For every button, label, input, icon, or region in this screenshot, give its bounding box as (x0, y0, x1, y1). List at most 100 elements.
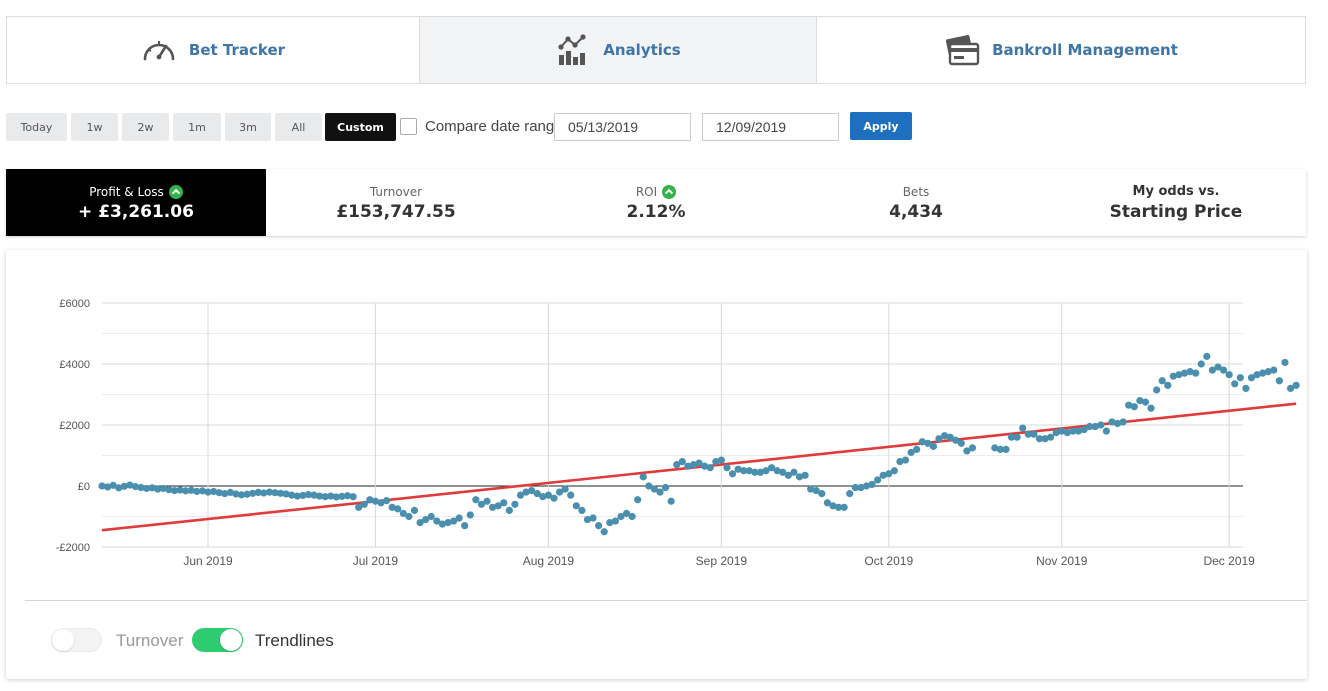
trendlines-toggle-label: Trendlines (255, 631, 334, 650)
range-1m-button[interactable]: 1m (173, 113, 221, 141)
data-point (260, 489, 268, 497)
range-1w-button[interactable]: 1w (71, 113, 118, 141)
data-point (148, 484, 156, 492)
data-point (500, 499, 508, 507)
tab-analytics[interactable]: Analytics (419, 17, 816, 83)
data-point (790, 468, 798, 476)
wallet-cards-icon (946, 35, 980, 66)
data-point (544, 491, 553, 499)
data-point (628, 512, 636, 521)
data-point (611, 517, 619, 525)
data-point (310, 491, 318, 499)
data-point (1219, 366, 1228, 374)
data-point (801, 471, 809, 479)
data-point (968, 444, 977, 452)
stat-profit-loss[interactable]: Profit & Loss + £3,261.06 (6, 169, 266, 236)
data-point (890, 467, 898, 475)
turnover-toggle[interactable] (51, 628, 102, 652)
y-tick-label: £0 (78, 481, 90, 493)
data-point (913, 445, 921, 453)
range-3m-button[interactable]: 3m (225, 113, 271, 141)
data-point (377, 499, 385, 507)
range-custom-button[interactable]: Custom (325, 113, 396, 141)
x-tick-label: Oct 2019 (864, 554, 913, 568)
data-point (1102, 427, 1110, 435)
data-point (1236, 374, 1244, 382)
data-point (154, 485, 162, 493)
data-point (1013, 433, 1021, 441)
data-point (1108, 418, 1116, 426)
data-point (795, 473, 804, 481)
compare-date-checkbox[interactable] (400, 118, 417, 135)
data-point (1130, 403, 1138, 411)
data-point (193, 487, 201, 496)
data-point (522, 488, 530, 496)
range-today-button[interactable]: Today (6, 113, 67, 141)
data-point (483, 497, 491, 505)
data-point (1147, 404, 1155, 412)
up-arrow-icon (662, 184, 677, 199)
data-point (137, 483, 145, 492)
apply-button[interactable]: Apply (850, 112, 912, 140)
data-point (405, 512, 413, 521)
toggle-knob (220, 629, 242, 651)
data-point (1002, 445, 1010, 453)
data-point (1007, 433, 1016, 441)
data-point (505, 506, 513, 514)
data-point (1136, 397, 1144, 405)
data-point (210, 487, 218, 496)
data-point (182, 487, 190, 495)
tab-bet-tracker[interactable]: Bet Tracker (7, 17, 419, 83)
profit-chart: Jun 2019 Jul 2019 Aug 2019 Sep 2019 Oct 2019… (56, 298, 1300, 568)
data-point (678, 458, 686, 466)
data-point (410, 506, 419, 514)
data-point (622, 509, 631, 518)
data-point (159, 484, 167, 493)
data-point (1019, 424, 1027, 432)
data-point (355, 503, 363, 511)
data-point (1058, 427, 1066, 435)
data-point (204, 488, 212, 496)
range-2w-button[interactable]: 2w (122, 113, 169, 141)
analytics-icon (558, 34, 586, 65)
data-point (840, 503, 848, 511)
data-point (232, 490, 240, 498)
data-point (1270, 366, 1278, 374)
data-point (477, 500, 486, 508)
stat-odds[interactable]: My odds vs. Starting Price (1046, 169, 1306, 236)
start-date-input[interactable] (554, 113, 691, 141)
data-point (221, 490, 229, 498)
data-point (1125, 401, 1133, 409)
data-point (846, 490, 854, 498)
chart-panel: Jun 2019 Jul 2019 Aug 2019 Sep 2019 Oct 2019… (6, 250, 1307, 679)
data-point (589, 514, 597, 522)
tab-analytics-label: Analytics (603, 41, 681, 59)
stat-turnover[interactable]: Turnover £153,747.55 (266, 169, 526, 236)
trendlines-toggle[interactable] (192, 628, 243, 652)
data-point (918, 438, 926, 446)
data-point (1253, 371, 1261, 379)
data-point (740, 467, 748, 475)
end-date-input[interactable] (702, 113, 839, 141)
data-point (661, 483, 670, 492)
data-point (907, 448, 915, 457)
data-point (115, 484, 123, 492)
stat-bets[interactable]: Bets 4,434 (786, 169, 1046, 236)
data-point (1242, 384, 1250, 392)
data-point (561, 485, 569, 493)
stat-roi[interactable]: ROI 2.12% (526, 169, 786, 236)
data-point (388, 503, 396, 511)
data-point (1286, 384, 1295, 392)
data-point (991, 444, 999, 452)
range-all-button[interactable]: All (275, 113, 322, 141)
data-point (466, 511, 474, 519)
data-point (834, 503, 843, 511)
data-point (187, 486, 195, 494)
data-point (924, 439, 932, 447)
y-tick-label: £2000 (59, 420, 90, 432)
tab-bankroll-management[interactable]: Bankroll Management (816, 17, 1305, 83)
data-point (316, 492, 324, 500)
data-point (656, 488, 664, 496)
data-point (360, 500, 368, 508)
data-point (996, 445, 1004, 453)
